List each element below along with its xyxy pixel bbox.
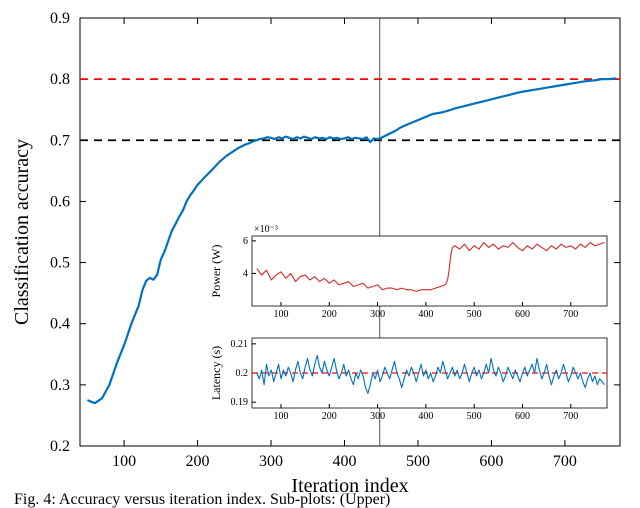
latency-inset-xtick: 600 — [515, 411, 530, 422]
latency-inset-xtick: 700 — [563, 411, 578, 422]
power-inset-ytick: 4 — [243, 268, 248, 279]
latency-inset-ytick: 0.2 — [236, 368, 249, 379]
y-tick-label: 0.9 — [50, 10, 70, 27]
power-inset-ymult: ×10⁻³ — [254, 224, 278, 235]
x-tick-label: 700 — [553, 453, 577, 470]
y-tick-label: 0.8 — [50, 71, 70, 88]
y-tick-label: 0.2 — [50, 438, 70, 455]
power-inset-border — [252, 236, 607, 306]
latency-inset-ytick: 0.19 — [231, 397, 249, 408]
y-tick-label: 0.4 — [50, 316, 70, 333]
x-tick-label: 200 — [186, 453, 210, 470]
power-inset-xtick: 200 — [322, 309, 337, 320]
latency-inset-ytick: 0.21 — [231, 339, 249, 350]
y-tick-label: 0.5 — [50, 255, 70, 272]
latency-inset-xtick: 400 — [418, 411, 433, 422]
power-inset-ytick: 6 — [243, 236, 248, 247]
power-inset-xtick: 600 — [515, 309, 530, 320]
latency-inset-xtick: 300 — [370, 411, 385, 422]
x-tick-label: 600 — [479, 453, 503, 470]
power-inset-xtick: 500 — [467, 309, 482, 320]
latency-inset-xtick: 500 — [467, 411, 482, 422]
power-inset-xtick: 400 — [418, 309, 433, 320]
power-inset-xtick: 300 — [370, 309, 385, 320]
power-inset-ylabel: Power (W) — [209, 245, 223, 298]
latency-inset-xtick: 100 — [273, 411, 288, 422]
x-tick-label: 400 — [332, 453, 356, 470]
x-tick-label: 100 — [112, 453, 136, 470]
power-inset-xtick: 100 — [273, 309, 288, 320]
figure-caption: Fig. 4: Accuracy versus iteration index.… — [14, 491, 390, 508]
y-tick-label: 0.7 — [50, 132, 70, 149]
figure: 100 200 300 400 500 600 700 0.2 0.3 0.4 0.5 0.6 0.7 0… — [0, 0, 640, 508]
x-tick-label: 500 — [406, 453, 430, 470]
x-tick-label: 300 — [259, 453, 283, 470]
latency-inset-ylabel: Latency (s) — [209, 346, 223, 400]
y-axis-label: Classification accuracy — [11, 139, 33, 325]
power-inset-xtick: 700 — [563, 309, 578, 320]
latency-inset-xtick: 200 — [322, 411, 337, 422]
y-tick-label: 0.6 — [50, 193, 70, 210]
y-tick-label: 0.3 — [50, 377, 70, 394]
